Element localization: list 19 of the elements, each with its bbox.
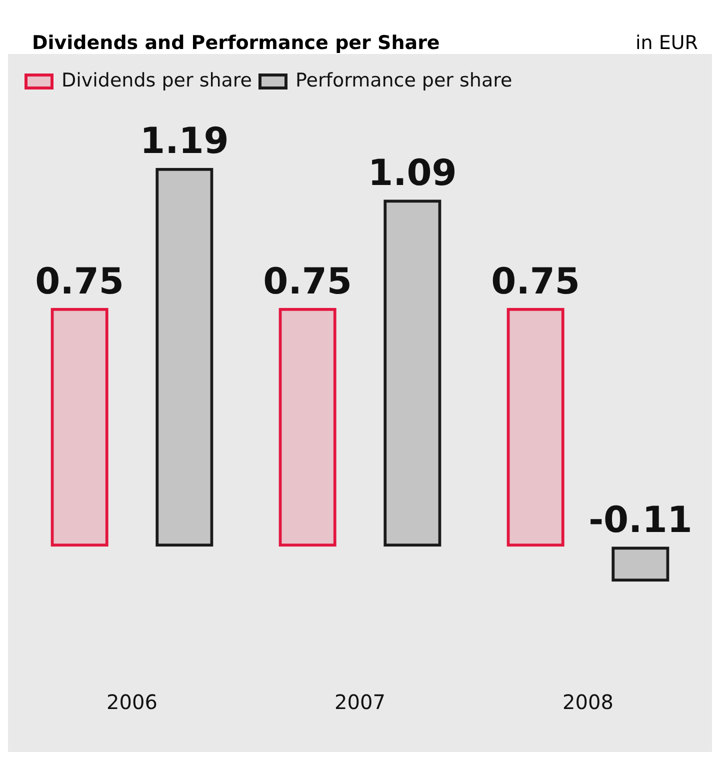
bar bbox=[384, 200, 442, 547]
x-tick-label: 2008 bbox=[562, 690, 614, 714]
legend-label: Performance per share bbox=[295, 69, 512, 92]
data-label: -0.11 bbox=[588, 500, 692, 542]
bar bbox=[278, 308, 336, 547]
data-label: 0.75 bbox=[263, 261, 352, 302]
bar bbox=[506, 308, 564, 547]
bar bbox=[156, 168, 214, 547]
x-tick-label: 2006 bbox=[106, 690, 158, 714]
data-label: 0.75 bbox=[35, 261, 124, 302]
x-tick-label: 2007 bbox=[334, 690, 386, 714]
data-label: 1.19 bbox=[140, 121, 229, 162]
bar bbox=[50, 308, 108, 547]
chart-title: Dividends and Performance per Share bbox=[32, 32, 440, 54]
data-label: 1.09 bbox=[368, 153, 457, 194]
legend-label: Dividends per share bbox=[62, 69, 252, 92]
text: in EUR bbox=[636, 32, 698, 54]
bar bbox=[612, 546, 670, 582]
data-label: 0.75 bbox=[491, 261, 580, 302]
